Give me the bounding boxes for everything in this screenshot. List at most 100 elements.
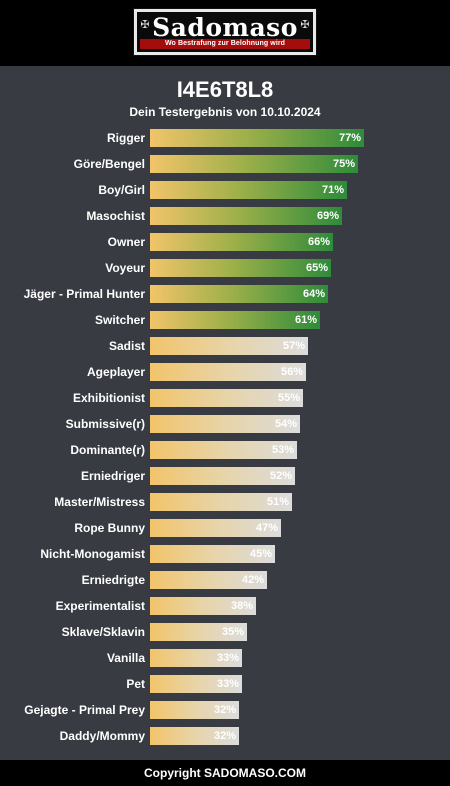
bar-value-label: 47%: [255, 522, 278, 534]
bar-label: Nicht-Monogamist: [40, 547, 145, 561]
bar: 47%: [150, 519, 281, 537]
bar-value-label: 56%: [280, 366, 303, 378]
bar-row: Daddy/Mommy 32%: [0, 727, 450, 747]
bar: 55%: [150, 389, 303, 407]
bar: 33%: [150, 649, 242, 667]
bar-row: Boy/Girl 71%: [0, 181, 450, 201]
bar: 32%: [150, 701, 239, 719]
bar-label: Sadist: [108, 339, 145, 353]
bar: 35%: [150, 623, 247, 641]
bar-label: Switcher: [94, 313, 145, 327]
bar-value-label: 35%: [221, 626, 244, 638]
result-subtitle: Dein Testergebnis von 10.10.2024: [129, 105, 321, 119]
bar: 45%: [150, 545, 275, 563]
bar-label: Exhibitionist: [73, 391, 145, 405]
bar: 77%: [150, 129, 364, 147]
logo-wordmark: Sadomaso: [152, 13, 298, 42]
logo-tagline: Wo Bestrafung zur Belohnung wird: [140, 39, 310, 49]
bar-row: Owner 66%: [0, 233, 450, 253]
bar-value-label: 33%: [216, 678, 239, 690]
bar-value-label: 55%: [277, 392, 300, 404]
cross-icon: ✠: [300, 18, 310, 31]
bar-label: Erniedriger: [80, 469, 145, 483]
bar: 75%: [150, 155, 358, 173]
bar-value-label: 69%: [316, 210, 339, 222]
bar-row: Erniedrigte 42%: [0, 571, 450, 591]
bar-row: Master/Mistress 51%: [0, 493, 450, 513]
bar: 42%: [150, 571, 267, 589]
bar-row: Experimentalist 38%: [0, 597, 450, 617]
result-code: I4E6T8L8: [176, 77, 274, 102]
logo-background: ✠ ✠ Sadomaso Wo Bestrafung zur Belohnung…: [137, 12, 313, 52]
bar-label: Göre/Bengel: [73, 157, 145, 171]
bar-label: Daddy/Mommy: [59, 729, 145, 743]
bar-value-label: 71%: [321, 184, 344, 196]
bar-value-label: 57%: [282, 340, 305, 352]
bar-row: Sadist 57%: [0, 337, 450, 357]
bar: 54%: [150, 415, 300, 433]
bar-label: Pet: [126, 677, 145, 691]
bar-value-label: 75%: [332, 158, 355, 170]
bar-label: Ageplayer: [86, 365, 145, 379]
bar: 53%: [150, 441, 297, 459]
bar: 71%: [150, 181, 347, 199]
bar-label: Vanilla: [106, 651, 145, 665]
header: ✠ ✠ Sadomaso Wo Bestrafung zur Belohnung…: [0, 0, 450, 66]
bar-label: Sklave/Sklavin: [61, 625, 145, 639]
bar-row: Ageplayer 56%: [0, 363, 450, 383]
bar-value-label: 64%: [302, 288, 325, 300]
bar-label: Rope Bunny: [74, 521, 145, 535]
bar-value-label: 53%: [271, 444, 294, 456]
bar-label: Masochist: [86, 209, 145, 223]
bar-row: Exhibitionist 55%: [0, 389, 450, 409]
bar-row: Gejagte - Primal Prey 32%: [0, 701, 450, 721]
bar-row: Switcher 61%: [0, 311, 450, 331]
bar-row: Vanilla 33%: [0, 649, 450, 669]
bar-value-label: 42%: [241, 574, 264, 586]
bar-value-label: 32%: [213, 704, 236, 716]
bar-value-label: 45%: [249, 548, 272, 560]
bar-value-label: 32%: [213, 730, 236, 742]
bar-row: Göre/Bengel 75%: [0, 155, 450, 175]
bar-value-label: 61%: [294, 314, 317, 326]
bar-label: Jäger - Primal Hunter: [23, 287, 145, 301]
bar-row: Rigger 77%: [0, 129, 450, 149]
bar-value-label: 77%: [338, 132, 361, 144]
bar-row: Dominante(r) 53%: [0, 441, 450, 461]
bar: 32%: [150, 727, 239, 745]
bar-label: Boy/Girl: [98, 183, 145, 197]
bar-row: Rope Bunny 47%: [0, 519, 450, 539]
bar-row: Pet 33%: [0, 675, 450, 695]
bar-value-label: 66%: [307, 236, 330, 248]
bar: 57%: [150, 337, 308, 355]
site-logo[interactable]: ✠ ✠ Sadomaso Wo Bestrafung zur Belohnung…: [133, 8, 317, 56]
bar-value-label: 54%: [274, 418, 297, 430]
bar-row: Submissive(r) 54%: [0, 415, 450, 435]
bar: 51%: [150, 493, 292, 511]
bar-label: Erniedrigte: [81, 573, 145, 587]
bar-row: Erniedriger 52%: [0, 467, 450, 487]
bar-label: Owner: [107, 235, 145, 249]
bar-value-label: 38%: [230, 600, 253, 612]
bar-label: Experimentalist: [55, 599, 145, 613]
bar: 65%: [150, 259, 331, 277]
bar-row: Masochist 69%: [0, 207, 450, 227]
bar: 38%: [150, 597, 256, 615]
bar-label: Rigger: [106, 131, 145, 145]
bar-value-label: 52%: [269, 470, 292, 482]
bar-value-label: 65%: [305, 262, 328, 274]
bar-label: Dominante(r): [70, 443, 145, 457]
bar-label: Master/Mistress: [54, 495, 145, 509]
bar: 33%: [150, 675, 242, 693]
bar: 66%: [150, 233, 333, 251]
bar: 64%: [150, 285, 328, 303]
bar-label: Voyeur: [105, 261, 145, 275]
bar-row: Sklave/Sklavin 35%: [0, 623, 450, 643]
bar-row: Nicht-Monogamist 45%: [0, 545, 450, 565]
bar: 56%: [150, 363, 306, 381]
bar: 69%: [150, 207, 342, 225]
bar-label: Gejagte - Primal Prey: [24, 703, 145, 717]
footer-copyright: Copyright SADOMASO.COM: [0, 760, 450, 786]
bar: 52%: [150, 467, 295, 485]
bar-row: Voyeur 65%: [0, 259, 450, 279]
